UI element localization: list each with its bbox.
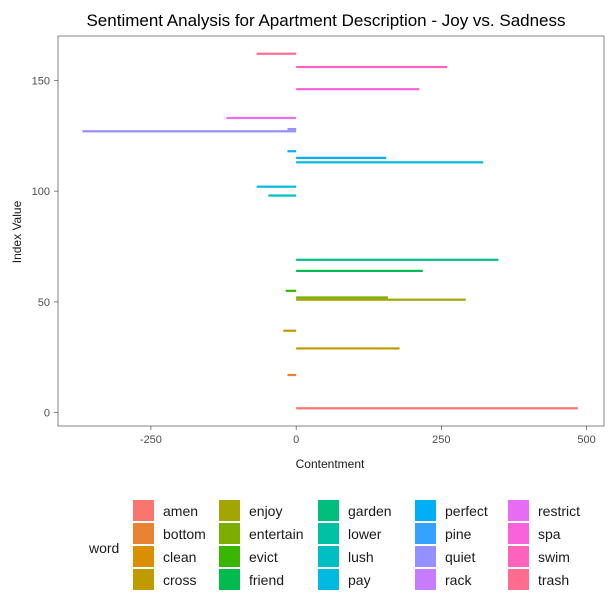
bar-enjoy: [296, 298, 466, 301]
legend-key-garden: [318, 500, 339, 521]
y-axis-title: Index Value: [10, 200, 24, 263]
bar-pay: [256, 185, 297, 188]
legend-key-lush: [318, 546, 339, 567]
legend-label-garden: garden: [348, 503, 392, 519]
legend-key-swim: [508, 546, 529, 567]
x-tick-label: 500: [577, 434, 595, 446]
legend-label-quiet: quiet: [445, 549, 475, 565]
legend-label-bottom: bottom: [163, 526, 206, 542]
y-tick-label: 150: [32, 75, 50, 87]
legend-key-cross: [133, 569, 154, 590]
x-tick-label: 250: [432, 434, 450, 446]
bars-group: [82, 52, 578, 410]
chart-title: Sentiment Analysis for Apartment Descrip…: [86, 11, 565, 30]
legend-key-quiet: [415, 546, 436, 567]
bar-cross: [296, 347, 400, 350]
legend-label-friend: friend: [249, 572, 284, 588]
bar-garden: [296, 258, 499, 261]
y-tick-label: 100: [32, 186, 50, 198]
legend-label-spa: spa: [538, 526, 561, 542]
legend-key-trash: [508, 569, 529, 590]
legend-key-restrict: [508, 500, 529, 521]
legend-key-spa: [508, 523, 529, 544]
legend-key-rack: [415, 569, 436, 590]
x-tick-label: -250: [140, 434, 162, 446]
bar-perfect: [296, 156, 387, 159]
legend-key-entertain: [219, 523, 240, 544]
bar-swim: [296, 65, 448, 69]
legend-key-bottom: [133, 523, 154, 544]
legend-label-clean: clean: [163, 549, 196, 565]
x-axis-ticks: -250 0 250 500: [140, 426, 596, 446]
legend-label-amen: amen: [163, 503, 198, 519]
bar-spa: [296, 88, 420, 91]
bar-amen: [296, 407, 578, 410]
legend-label-evict: evict: [249, 549, 278, 565]
x-tick-label: 0: [293, 434, 299, 446]
bar-entertain: [296, 296, 388, 299]
legend-title: word: [88, 540, 119, 556]
bar-quiet: [82, 130, 297, 133]
legend-label-pay: pay: [348, 572, 371, 588]
legend-key-perfect: [415, 500, 436, 521]
legend-label-lush: lush: [348, 549, 374, 565]
bar-evict: [285, 289, 297, 292]
legend-key-pine: [415, 523, 436, 544]
legend: amen bottom clean cross enjoy entertain evict f…: [133, 500, 580, 590]
bar-restrict: [226, 116, 297, 120]
bar-lush: [268, 194, 297, 197]
legend-key-clean: [133, 546, 154, 567]
legend-key-friend: [219, 569, 240, 590]
y-tick-label: 50: [38, 297, 50, 309]
legend-key-amen: [133, 500, 154, 521]
y-axis-ticks: 0 50 100 150: [32, 75, 58, 420]
y-tick-label: 0: [44, 408, 50, 420]
legend-label-restrict: restrict: [538, 503, 580, 519]
legend-label-swim: swim: [538, 549, 570, 565]
legend-label-perfect: perfect: [445, 503, 488, 519]
legend-key-evict: [219, 546, 240, 567]
legend-key-enjoy: [219, 500, 240, 521]
legend-key-pay: [318, 569, 339, 590]
bar-trash: [256, 52, 297, 55]
bar-perfect: [287, 150, 297, 153]
legend-label-pine: pine: [445, 526, 472, 542]
plot-panel: [57, 35, 605, 427]
legend-key-lower: [318, 523, 339, 544]
legend-label-cross: cross: [163, 572, 196, 588]
legend-label-enjoy: enjoy: [249, 503, 282, 519]
x-axis-title: Contentment: [296, 457, 365, 471]
legend-label-lower: lower: [348, 526, 382, 542]
bar-cross: [283, 329, 297, 332]
bar-friend: [296, 269, 423, 272]
legend-label-trash: trash: [538, 572, 569, 588]
legend-label-entertain: entertain: [249, 526, 303, 542]
bar-bottom: [287, 373, 297, 377]
bar-quiet: [287, 127, 297, 131]
legend-label-rack: rack: [445, 572, 472, 588]
bar-pay: [296, 161, 484, 164]
